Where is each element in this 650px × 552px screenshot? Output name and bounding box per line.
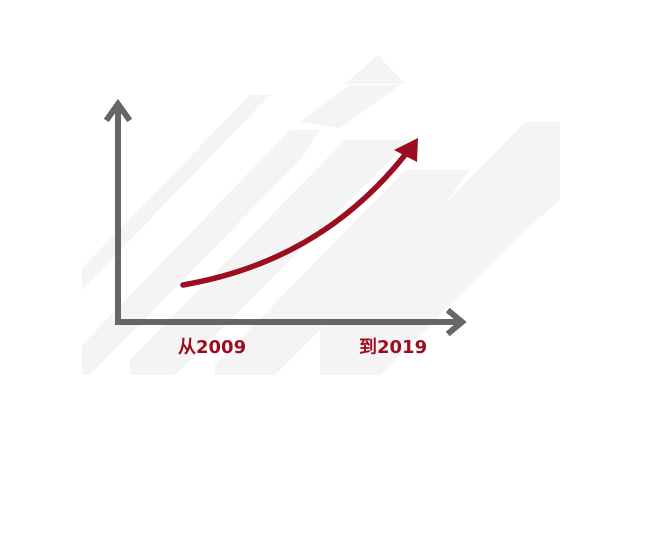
trend-curve [180,152,408,288]
watermark-stripe-1 [82,95,270,290]
y-axis [103,98,133,325]
start-year-label: 从2009 [178,337,246,358]
arrow-right-icon [445,307,467,337]
watermark-stripe-2 [82,130,320,375]
background-watermark [82,55,560,375]
x-axis [115,307,467,337]
arrow-up-icon [103,98,133,123]
watermark-stripe-8 [340,272,480,355]
watermark-stripe-4 [300,85,400,128]
trend-arrow [180,138,418,288]
curved-arrow-up-icon [394,138,418,162]
end-year-label: 到2019 [359,337,427,358]
watermark-stripe-5 [345,55,405,84]
